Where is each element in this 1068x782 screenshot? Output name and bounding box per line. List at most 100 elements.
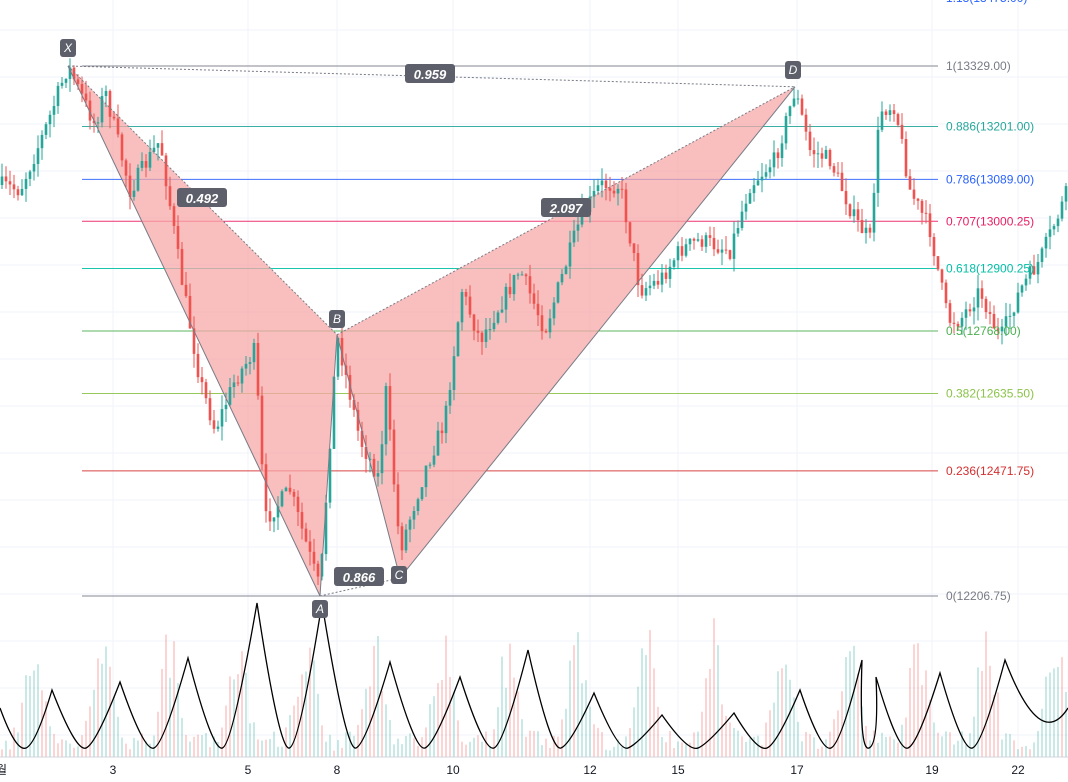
xb-diagonal xyxy=(67,65,338,336)
volume-bar xyxy=(537,731,539,757)
candle-body xyxy=(844,191,848,205)
fib-label-8: 0(12206.75) xyxy=(946,589,1011,603)
volume-bar xyxy=(669,730,671,757)
volume-bar xyxy=(65,740,67,757)
volume-bar xyxy=(453,692,455,757)
volume-bar xyxy=(425,727,427,757)
candle-body xyxy=(184,284,188,296)
volume-bar xyxy=(397,738,399,757)
candle-body xyxy=(96,122,100,124)
candle-body xyxy=(1020,285,1024,293)
candle-body xyxy=(724,249,728,251)
volume-bar xyxy=(585,680,587,757)
volume-bar xyxy=(513,677,515,757)
candle-body xyxy=(600,180,604,186)
volume-bar xyxy=(781,668,783,757)
candle-body xyxy=(328,448,332,503)
candle-body xyxy=(516,274,520,276)
candle-body xyxy=(136,167,140,191)
volume-bar xyxy=(457,720,459,757)
volume-bar xyxy=(361,709,363,757)
candle-body xyxy=(32,164,36,172)
volume-bar xyxy=(553,735,555,757)
volume-bar xyxy=(825,739,827,757)
ab-leg xyxy=(319,334,338,597)
ratio-BD-label: 2.097 xyxy=(549,201,583,216)
candle-body xyxy=(252,342,256,363)
candle-body xyxy=(224,404,228,410)
volume-bar xyxy=(1061,657,1063,757)
candle-body xyxy=(952,322,956,324)
volume-bar xyxy=(93,689,95,757)
candle-body xyxy=(612,190,616,194)
volume-bar xyxy=(877,742,879,757)
candle-body xyxy=(172,206,176,227)
volume-bar xyxy=(69,743,71,757)
x-tick-19: 19 xyxy=(925,763,939,777)
candle-body xyxy=(208,398,212,421)
volume-bar xyxy=(9,749,11,757)
volume-bar xyxy=(153,735,155,757)
candle-body xyxy=(764,172,768,177)
ac-diagonal xyxy=(319,577,401,597)
volume-bar xyxy=(57,743,59,757)
candle-body xyxy=(408,519,412,530)
volume-bar xyxy=(801,741,803,757)
volume-bar xyxy=(577,632,579,757)
ratio-XD-box xyxy=(405,64,455,83)
volume-bar xyxy=(733,727,735,757)
candle-body xyxy=(412,510,416,520)
candle-body xyxy=(568,242,572,267)
candle-body xyxy=(660,272,664,285)
volume-bar xyxy=(681,742,683,757)
volume-bar xyxy=(197,734,199,757)
volume-bar xyxy=(1053,668,1055,757)
ratio-BD-box xyxy=(541,198,591,217)
candle-body xyxy=(216,426,220,429)
candle-body xyxy=(684,244,688,256)
candle-body xyxy=(648,285,652,289)
candle-body xyxy=(316,563,320,577)
volume-bar xyxy=(933,722,935,757)
volume-bars xyxy=(1,618,1067,757)
candle-body xyxy=(1052,226,1056,230)
candle-body xyxy=(104,90,108,97)
candle-body xyxy=(800,98,804,115)
volume-bar xyxy=(893,739,895,757)
candle-body xyxy=(884,111,888,116)
candle-body xyxy=(396,484,400,527)
volume-bar xyxy=(745,741,747,757)
volume-bar xyxy=(217,741,219,757)
candle-body xyxy=(672,260,676,267)
candle-body xyxy=(732,233,736,259)
candle-body xyxy=(784,116,788,144)
candle-body xyxy=(496,312,500,323)
volume-bar xyxy=(493,729,495,757)
candle-body xyxy=(652,280,656,286)
candle-body xyxy=(100,96,104,123)
volume-bar xyxy=(449,677,451,757)
candle-body xyxy=(856,209,860,220)
volume-bar xyxy=(269,738,271,757)
volume-bar xyxy=(845,657,847,757)
candle-body xyxy=(296,496,300,513)
volume-bar xyxy=(737,730,739,757)
candle-body xyxy=(484,329,488,342)
candle-body xyxy=(808,131,812,151)
candle-body xyxy=(248,362,252,364)
candle-body xyxy=(340,338,344,366)
candle-body xyxy=(508,286,512,295)
candle-body xyxy=(428,464,432,466)
volume-bar xyxy=(817,748,819,757)
candle-body xyxy=(868,227,872,233)
candle-body xyxy=(36,148,40,165)
volume-bar xyxy=(769,710,771,757)
volume-bar xyxy=(117,716,119,757)
volume-bar xyxy=(469,741,471,757)
volume-bar xyxy=(725,715,727,757)
volume-bar xyxy=(677,741,679,757)
candle-body xyxy=(256,342,260,396)
candle-body xyxy=(272,517,276,522)
